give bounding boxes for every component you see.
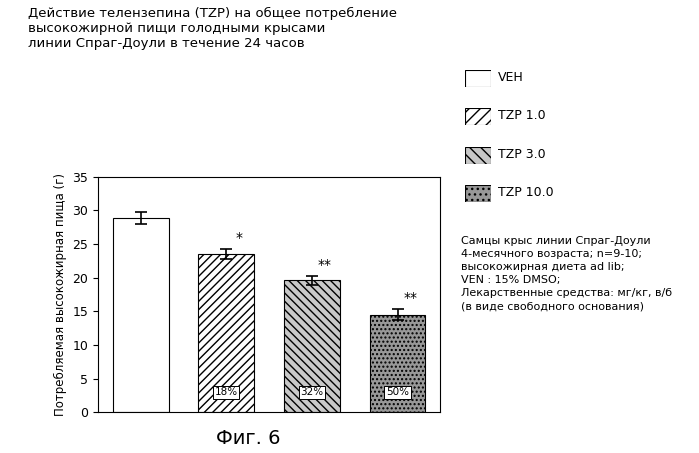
Bar (113, 218, 168, 412)
Text: *: * (236, 231, 243, 246)
FancyBboxPatch shape (465, 70, 491, 87)
Bar (370, 315, 426, 412)
Text: Действие телензепина (TZP) на общее потребление
высокожирной пищи голодными крыс: Действие телензепина (TZP) на общее потр… (28, 7, 397, 50)
Text: 18%: 18% (215, 387, 238, 397)
Text: Самцы крыс линии Спраг-Доули
4-месячного возраста; n=9-10;
высокожирная диета ad: Самцы крыс линии Спраг-Доули 4-месячного… (461, 236, 672, 312)
Y-axis label: Потребляемая высокожирная пища (г): Потребляемая высокожирная пища (г) (54, 173, 66, 416)
Text: TZP 1.0: TZP 1.0 (498, 109, 546, 122)
Text: Фиг. 6: Фиг. 6 (216, 429, 280, 448)
FancyBboxPatch shape (465, 108, 491, 125)
FancyBboxPatch shape (465, 147, 491, 164)
Text: TZP 10.0: TZP 10.0 (498, 186, 554, 199)
Bar (284, 280, 340, 412)
Text: VEH: VEH (498, 71, 524, 83)
Text: 50%: 50% (386, 387, 409, 397)
Text: 32%: 32% (301, 387, 324, 397)
Text: TZP 3.0: TZP 3.0 (498, 148, 546, 160)
Text: **: ** (318, 258, 332, 271)
FancyBboxPatch shape (465, 185, 491, 202)
Text: **: ** (403, 291, 417, 305)
Bar (199, 254, 254, 412)
